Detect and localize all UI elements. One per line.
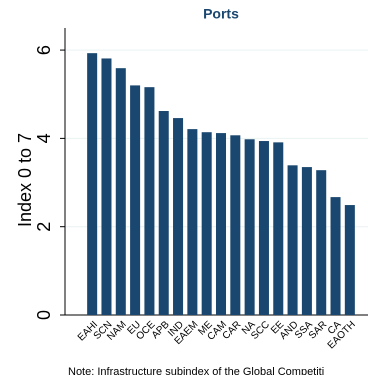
note: Note: Infrastructure subindex of the Glo… — [68, 366, 324, 375]
bar — [258, 141, 269, 315]
bar — [187, 129, 198, 315]
bar — [273, 142, 284, 315]
bar — [287, 165, 298, 315]
bar — [115, 68, 126, 316]
y-tick-label: 2 — [34, 222, 54, 232]
bar — [201, 132, 212, 315]
y-axis-label: Index 0 to 7 — [15, 133, 35, 227]
y-tick-label: 4 — [34, 133, 54, 143]
bar — [301, 167, 312, 315]
bar — [244, 139, 255, 315]
y-tick-label: 6 — [34, 45, 54, 55]
bar — [101, 58, 112, 315]
y-tick-label: 0 — [34, 310, 54, 320]
bar — [215, 133, 227, 315]
bar — [316, 170, 327, 315]
bar — [344, 205, 355, 315]
chart-title: Ports — [203, 6, 239, 22]
bar — [144, 87, 155, 315]
bar — [173, 118, 184, 315]
bar — [87, 53, 98, 315]
bar — [158, 111, 169, 315]
bar — [130, 85, 141, 316]
bar — [230, 135, 241, 315]
bar — [330, 197, 341, 315]
